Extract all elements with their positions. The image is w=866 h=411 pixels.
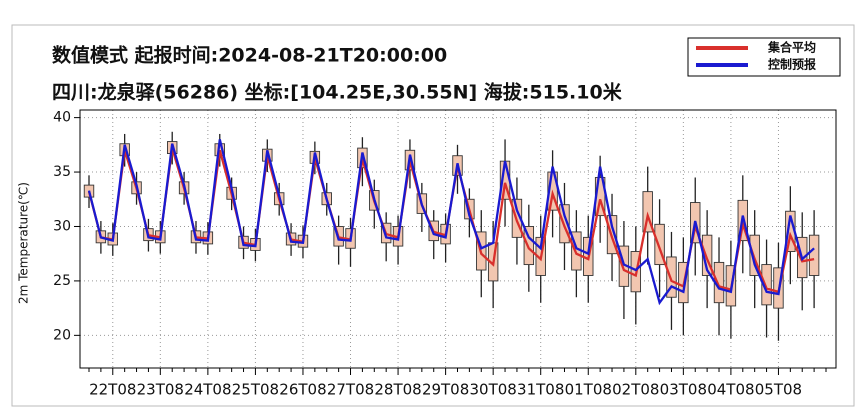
box <box>761 264 772 306</box>
series-line <box>87 139 815 306</box>
box <box>808 234 820 276</box>
x-tick-label: 03T08 <box>660 381 707 399</box>
x-tick-label: 24T08 <box>184 381 231 399</box>
y-tick-label: 20 <box>53 327 71 343</box>
x-tick-label: 25T08 <box>232 381 279 399</box>
x-tick-label: 28T08 <box>374 381 421 399</box>
y-tick-label: 35 <box>53 164 71 180</box>
legend-label: 集合平均 <box>767 40 816 55</box>
x-tick-label: 05T08 <box>755 381 802 399</box>
y-axis-label: 2m Temperature(℃) <box>17 182 31 304</box>
box <box>642 191 653 233</box>
x-tick-label: 23T08 <box>137 381 184 399</box>
x-tick-label: 29T08 <box>422 381 469 399</box>
x-tick-label: 02T08 <box>612 381 659 399</box>
x-tick-label: 31T08 <box>517 381 564 399</box>
box <box>666 256 677 298</box>
panel <box>11 24 855 407</box>
legend-label: 控制预报 <box>768 57 816 72</box>
x-tick-label: 26T08 <box>279 381 326 399</box>
x-tick-label: 04T08 <box>707 381 754 399</box>
box <box>654 223 665 266</box>
x-tick-label: 30T08 <box>469 381 516 399</box>
x-tick-label: 27T08 <box>327 381 374 399</box>
box <box>749 234 760 276</box>
y-tick-label: 40 <box>53 110 71 126</box>
y-tick-label: 25 <box>53 273 71 289</box>
plot-frame <box>79 109 837 369</box>
x-tick-label: 01T08 <box>565 381 612 399</box>
chart-title: 数值模式 起报时间:2024-08-21T20:00:00 <box>52 44 447 67</box>
x-tick-label: 22T08 <box>89 381 136 399</box>
y-tick-label: 30 <box>53 218 71 234</box>
chart-subtitle: 四川:龙泉驿(56286) 坐标:[104.25E,30.55N] 海拔:515… <box>52 81 623 104</box>
legend-box <box>687 37 841 77</box>
